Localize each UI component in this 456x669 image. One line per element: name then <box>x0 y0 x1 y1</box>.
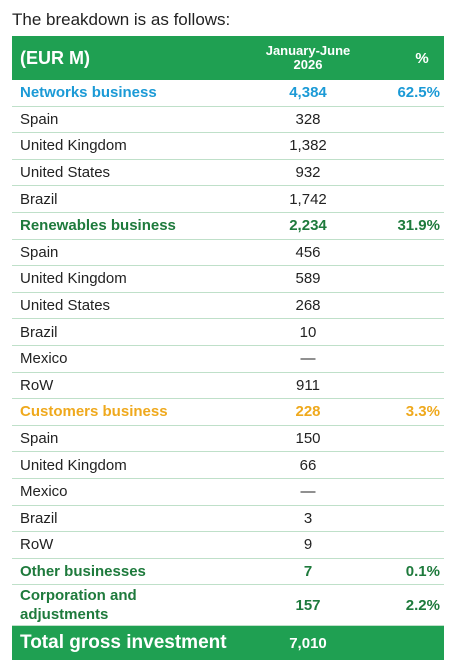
section-value: 157 <box>295 596 321 614</box>
section-row: Networks business 4,384 62.5% <box>12 80 444 107</box>
item-row: Brazil 3 <box>12 506 444 533</box>
item-row: Mexico — <box>12 346 444 373</box>
item-label: Spain <box>20 243 59 261</box>
item-value: — <box>300 483 316 501</box>
table: (EUR M) January-June 2026 % Networks bus… <box>12 36 444 661</box>
section-name: Customers business <box>20 403 168 421</box>
section-percent: 62.5% <box>397 84 440 102</box>
section-percent: 31.9% <box>397 217 440 235</box>
section-percent: 2.2% <box>405 596 440 614</box>
item-value: — <box>300 350 316 368</box>
item-value: 66 <box>299 456 317 474</box>
item-label: Brazil <box>20 323 58 341</box>
item-value: 10 <box>299 323 317 341</box>
item-row: RoW 9 <box>12 532 444 559</box>
percent-header: % <box>415 49 429 67</box>
section-percent: 0.1% <box>405 562 440 580</box>
item-value: 268 <box>295 297 321 315</box>
section-row: Customers business 228 3.3% <box>12 399 444 426</box>
section-percent: 3.3% <box>405 403 440 421</box>
item-label: United Kingdom <box>20 137 127 155</box>
item-label: RoW <box>20 376 54 394</box>
item-value: 589 <box>295 270 321 288</box>
item-row: United States 932 <box>12 160 444 187</box>
item-label: RoW <box>20 536 54 554</box>
item-row: Brazil 10 <box>12 319 444 346</box>
item-value: 911 <box>296 376 320 394</box>
item-row: Mexico — <box>12 479 444 506</box>
section-name: Renewables business <box>20 217 176 235</box>
period: January-June 2026 <box>265 43 351 72</box>
item-row: RoW 911 <box>12 373 444 400</box>
item-label: United States <box>20 297 111 315</box>
section-value: 7 <box>303 562 313 580</box>
item-label: Spain <box>20 110 59 128</box>
section-name: Networks business <box>20 84 157 102</box>
item-value: 3 <box>303 509 313 527</box>
item-value: 932 <box>295 164 321 182</box>
item-row: United Kingdom 589 <box>12 266 444 293</box>
total-row: Total gross investment 7,010 <box>12 626 444 661</box>
item-value: 9 <box>303 536 313 554</box>
item-label: Brazil <box>20 509 58 527</box>
section-row: Renewables business 2,234 31.9% <box>12 213 444 240</box>
item-row: Brazil 1,742 <box>12 186 444 213</box>
item-label: United Kingdom <box>20 456 127 474</box>
item-row: Spain 456 <box>12 240 444 267</box>
section-name: Corporation and adjustments <box>20 587 137 624</box>
section-value: 2,234 <box>289 217 327 235</box>
item-row: United Kingdom 66 <box>12 452 444 479</box>
section-value: 228 <box>295 403 321 421</box>
total-label: Total gross investment <box>20 632 227 654</box>
item-row: Spain 150 <box>12 426 444 453</box>
item-label: Mexico <box>20 483 68 501</box>
section-value: 4,384 <box>289 84 327 102</box>
item-row: Spain 328 <box>12 107 444 134</box>
item-label: Spain <box>20 430 59 448</box>
item-label: Mexico <box>20 350 68 368</box>
item-label: United States <box>20 164 111 182</box>
section-row: Corporation and adjustments 157 2.2% <box>12 585 444 627</box>
section-name: Other businesses <box>20 562 146 580</box>
section-row: Other businesses 7 0.1% <box>12 559 444 586</box>
header-row: (EUR M) January-June 2026 % <box>12 36 444 80</box>
item-row: United Kingdom 1,382 <box>12 133 444 160</box>
item-value: 150 <box>295 430 321 448</box>
item-value: 456 <box>295 243 321 261</box>
item-label: United Kingdom <box>20 270 127 288</box>
item-value: 1,382 <box>289 137 327 155</box>
item-value: 1,742 <box>289 190 327 208</box>
intro: The breakdown is as follows: <box>12 10 231 29</box>
item-value: 328 <box>295 110 321 128</box>
total-value: 7,010 <box>289 634 327 652</box>
item-row: United States 268 <box>12 293 444 320</box>
item-label: Brazil <box>20 190 58 208</box>
unit: (EUR M) <box>20 47 90 68</box>
